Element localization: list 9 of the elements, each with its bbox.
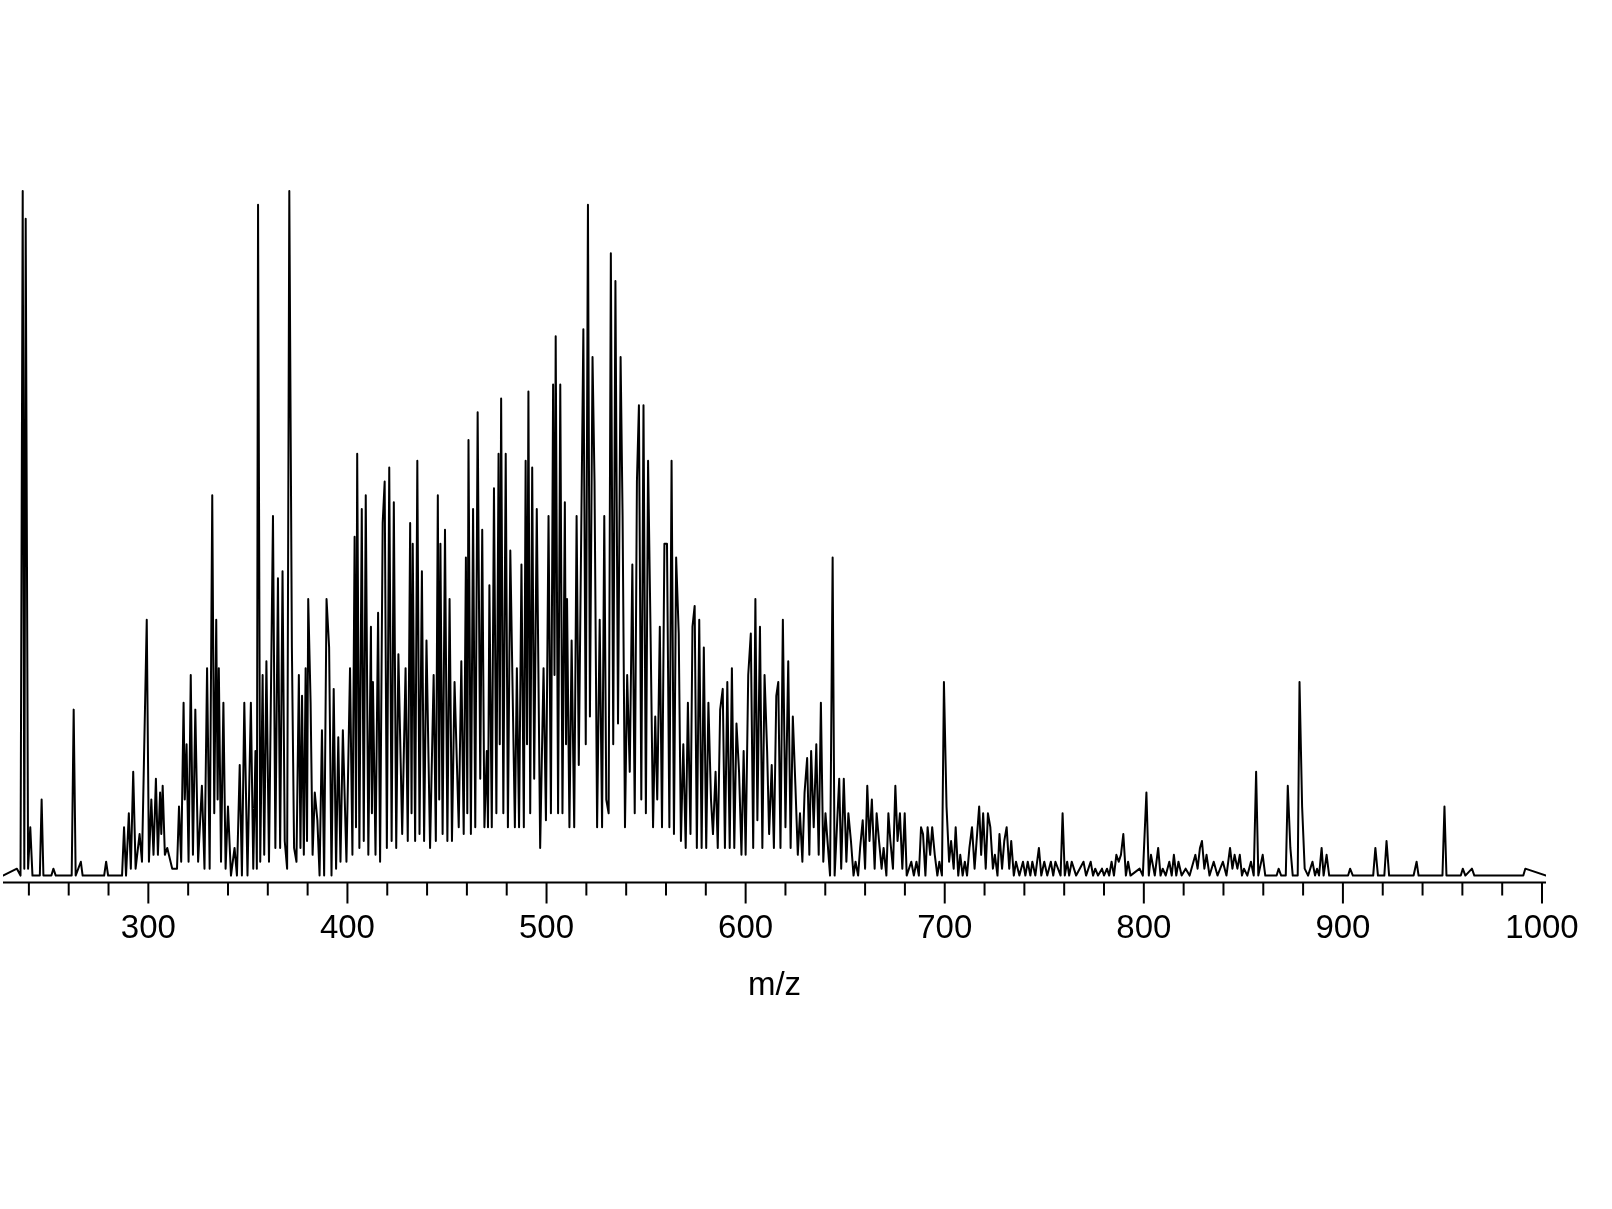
x-tick-label: 400	[319, 907, 375, 945]
x-tick-label: 1000	[1505, 907, 1579, 945]
x-axis-title: m/z	[747, 965, 802, 1002]
x-tick-label: 800	[1116, 907, 1172, 945]
x-tick-label: 700	[917, 907, 973, 945]
x-tick-label: 300	[120, 907, 176, 945]
x-tick-label: 600	[718, 907, 774, 945]
x-tick-label: 500	[519, 907, 575, 945]
x-tick-label: 900	[1315, 907, 1371, 945]
